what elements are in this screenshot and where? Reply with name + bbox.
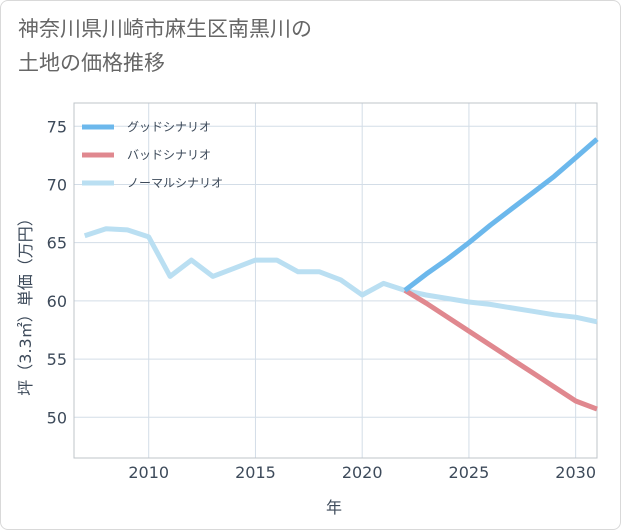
chart-title-line-2: 土地の価格推移 bbox=[18, 51, 165, 75]
x-tick-label: 2020 bbox=[342, 463, 383, 482]
plot-area-frame bbox=[73, 102, 598, 459]
tick-labels: 2010 2015 2020 2025 2030 50 55 60 65 70 75 bbox=[47, 117, 596, 482]
y-axis-label: 坪（3.3㎡）単価（万円） bbox=[16, 210, 35, 395]
x-tick-label: 2010 bbox=[128, 463, 169, 482]
x-tick-label: 2015 bbox=[235, 463, 276, 482]
y-tick-label: 60 bbox=[47, 292, 67, 311]
chart-title-line-1: 神奈川県川崎市麻生区南黒川の bbox=[18, 17, 312, 41]
y-tick-label: 50 bbox=[47, 408, 67, 427]
x-tick-label: 2025 bbox=[449, 463, 490, 482]
legend-label: ノーマルシナリオ bbox=[127, 176, 223, 190]
series-line-1 bbox=[403, 137, 599, 293]
x-axis-label: 年 bbox=[326, 498, 342, 517]
series-layer bbox=[83, 137, 599, 412]
x-tick-label: 2030 bbox=[555, 463, 596, 482]
y-tick-label: 70 bbox=[47, 175, 67, 194]
legend-label: バッドシナリオ bbox=[127, 148, 211, 162]
series-line-3 bbox=[83, 226, 598, 325]
y-tick-label: 65 bbox=[47, 234, 67, 253]
grid-lines bbox=[74, 103, 597, 458]
series-line-2 bbox=[403, 288, 598, 412]
legend-label: グッドシナリオ bbox=[127, 120, 211, 134]
y-tick-label: 55 bbox=[47, 350, 67, 369]
chart-title: 神奈川県川崎市麻生区南黒川の 土地の価格推移 bbox=[18, 12, 438, 80]
y-tick-label: 75 bbox=[47, 117, 67, 136]
